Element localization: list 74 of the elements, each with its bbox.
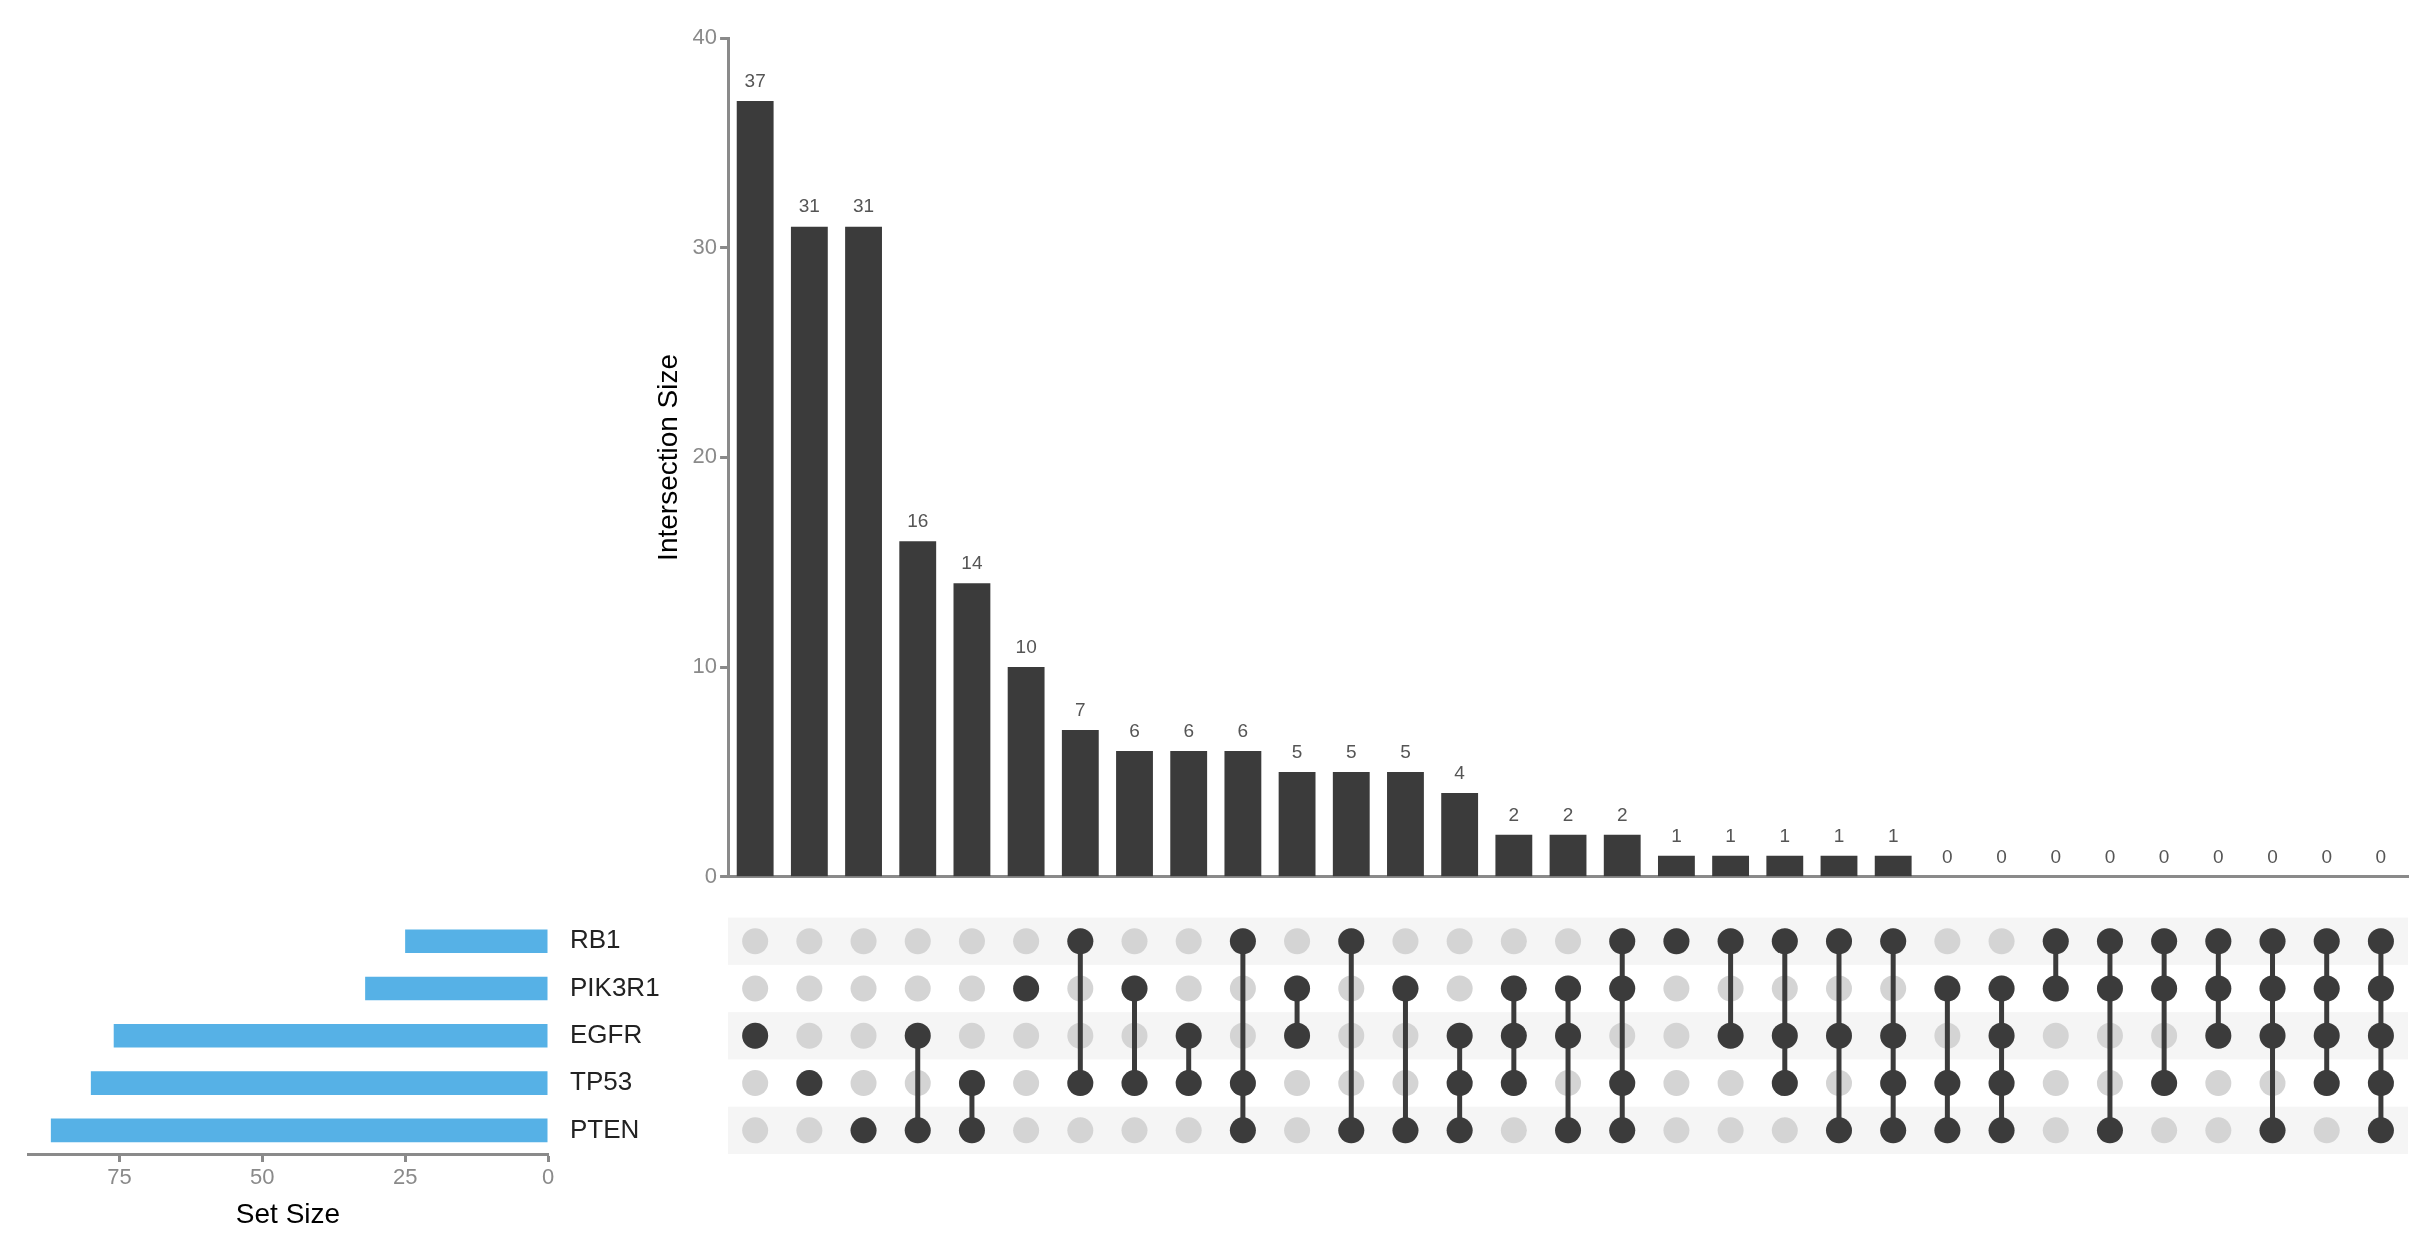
data-label: 1 [1671,824,1682,846]
bar [1874,855,1912,877]
data-label: 5 [1291,740,1303,762]
data-label: 2 [1508,803,1520,825]
data-label: 16 [907,510,929,532]
bar [1224,750,1262,877]
bar [90,1071,548,1095]
bar [1820,855,1858,877]
data-label: 6 [1129,719,1140,741]
bar [1387,771,1424,877]
bar [1116,750,1153,877]
bar [1278,771,1316,877]
y-tick-label: PTEN [570,1113,640,1144]
y-tick-label: PIK3R1 [570,971,660,1002]
bar [405,929,548,954]
data-label: 5 [1345,740,1357,762]
data-label: 0 [2321,845,2332,867]
x-tick-label: 25 [392,1164,418,1190]
y-tick-label: 30 [692,233,718,259]
y-tick-label: TP53 [570,1066,633,1097]
x-tick-label: 0 [541,1164,555,1190]
bar [736,100,774,877]
data-label: 1 [1833,824,1845,846]
data-label: 31 [798,195,820,217]
data-label: 2 [1616,803,1628,825]
bar [50,1118,548,1143]
bar [1549,834,1587,877]
bar [845,226,882,877]
bar [1603,834,1641,877]
data-label: 6 [1183,719,1194,741]
data-label: 0 [2213,845,2224,867]
bar [953,583,991,877]
data-label: 1 [1725,824,1736,846]
data-label: 0 [2050,845,2062,867]
y-axis-title: Intersection Size [651,353,683,561]
bar [1657,855,1695,877]
data-label: 0 [2104,845,2116,867]
data-label: 4 [1454,761,1466,783]
bar [1495,834,1533,877]
data-label: 31 [852,195,875,217]
data-label: 14 [961,551,983,573]
data-label: 6 [1237,719,1249,741]
bar [790,226,828,877]
bar [113,1023,548,1048]
y-tick-label: EGFR [570,1018,643,1049]
bar [899,541,937,877]
y-tick-label: 10 [692,653,718,679]
data-label: 1 [1887,824,1899,846]
data-label: 1 [1779,824,1791,846]
data-label: 37 [744,69,766,91]
bar [1332,771,1370,877]
bar [1170,750,1208,877]
x-tick-label: 75 [107,1164,132,1190]
data-label: 0 [1996,845,2007,867]
data-label: 0 [1942,845,1953,867]
data-label: 0 [2375,845,2387,867]
data-label: 7 [1075,698,1086,720]
x-axis-title: Set Size [235,1197,341,1229]
data-label: 0 [2267,845,2278,867]
bar [1441,792,1479,877]
y-tick-label: 40 [692,24,718,50]
data-label: 5 [1400,740,1411,762]
x-tick-label: 50 [250,1164,275,1190]
data-label: 0 [2158,845,2170,867]
bar [365,976,548,1001]
data-label: 2 [1562,803,1574,825]
bar [1061,730,1099,877]
y-tick-label: 0 [704,862,718,888]
bar [1712,855,1750,877]
y-tick-label: RB1 [570,924,621,955]
y-tick-label: 20 [692,443,718,469]
bar [1007,667,1045,877]
data-label: 10 [1015,635,1037,657]
bar [1766,855,1804,877]
